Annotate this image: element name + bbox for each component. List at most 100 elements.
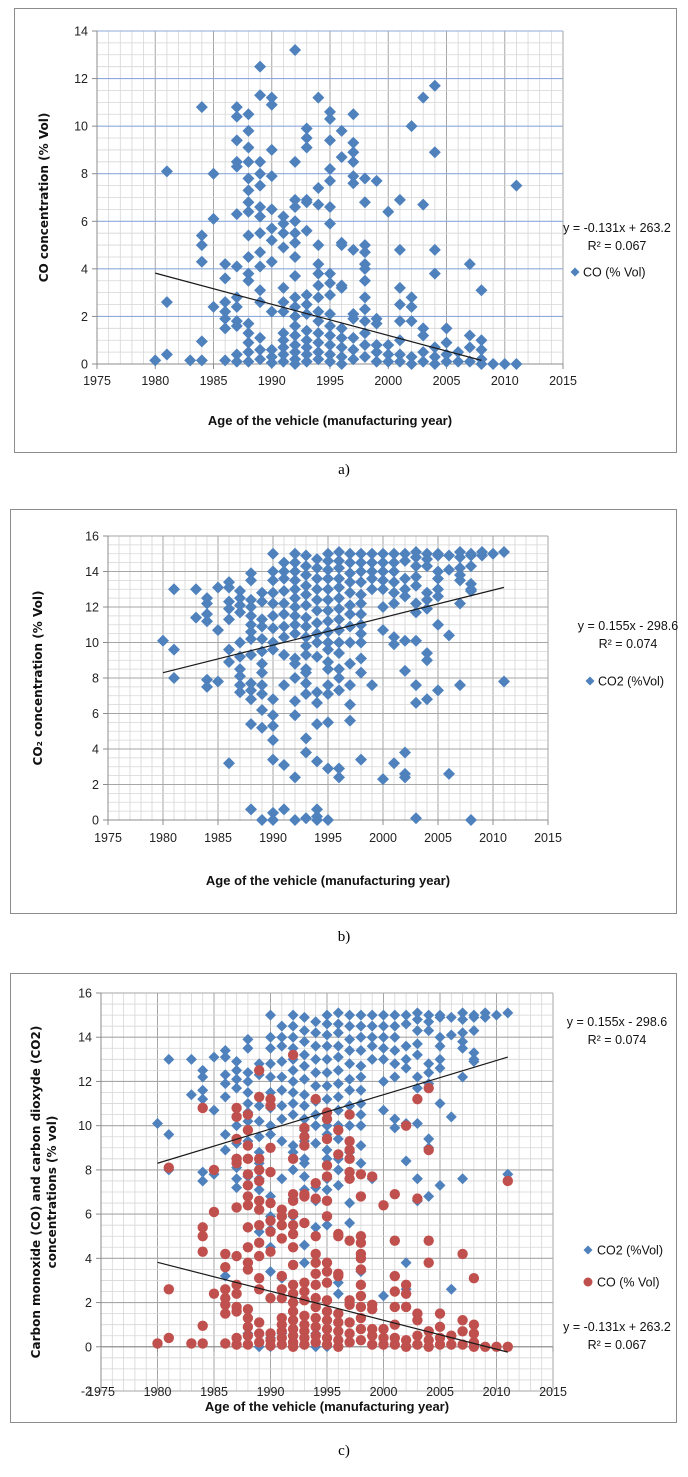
data-point-co bbox=[312, 267, 325, 280]
data-point-co2 bbox=[344, 547, 356, 560]
data-point-co2 bbox=[321, 1009, 333, 1021]
data-point-co2 bbox=[267, 574, 279, 587]
data-point-co2 bbox=[366, 547, 378, 560]
data-point-co2 bbox=[445, 1283, 457, 1295]
data-point-co bbox=[310, 1177, 321, 1189]
data-point-co2 bbox=[333, 545, 345, 558]
data-point-co2 bbox=[321, 1093, 333, 1105]
data-point-co bbox=[344, 1337, 355, 1348]
data-point-co2 bbox=[491, 1009, 502, 1021]
data-point-co2 bbox=[231, 1064, 243, 1076]
data-point-co bbox=[446, 1330, 457, 1341]
data-point-co2 bbox=[310, 1016, 322, 1028]
data-point-co2 bbox=[245, 632, 257, 645]
data-point-co2 bbox=[287, 1031, 299, 1043]
data-point-co2 bbox=[265, 1129, 276, 1141]
data-point-co2 bbox=[298, 1157, 310, 1169]
data-point-co2 bbox=[333, 624, 345, 637]
trendline-co2 bbox=[162, 586, 505, 674]
data-point-co2 bbox=[234, 670, 246, 683]
data-point-co bbox=[405, 358, 418, 370]
data-point-co bbox=[287, 1315, 299, 1326]
data-point-co bbox=[254, 1219, 265, 1231]
data-point-co bbox=[333, 1231, 344, 1242]
data-point-co2 bbox=[421, 586, 433, 599]
data-point-co bbox=[242, 1124, 254, 1136]
legend-marker-co bbox=[583, 1277, 593, 1287]
data-point-co2 bbox=[410, 579, 422, 592]
data-point-co2 bbox=[289, 814, 301, 826]
data-point-co2 bbox=[267, 719, 279, 732]
data-point-co bbox=[344, 1109, 355, 1120]
data-point-co2 bbox=[465, 549, 477, 562]
data-point-co bbox=[254, 1284, 265, 1295]
data-point-co bbox=[417, 355, 430, 368]
chart-b-frame bbox=[10, 509, 677, 914]
data-point-co2 bbox=[267, 597, 279, 610]
data-point-co bbox=[254, 179, 267, 192]
data-point-co2 bbox=[454, 561, 466, 574]
data-point-co bbox=[197, 1246, 208, 1257]
data-point-co2 bbox=[311, 616, 323, 629]
y-tick-label: 8 bbox=[92, 672, 99, 686]
data-point-co bbox=[417, 322, 430, 335]
data-point-co2 bbox=[212, 675, 224, 688]
data-point-co bbox=[434, 1308, 446, 1319]
data-point-co2 bbox=[344, 1197, 356, 1209]
data-point-co2 bbox=[321, 1029, 333, 1041]
data-point-co bbox=[299, 1217, 310, 1229]
data-point-co bbox=[378, 1200, 389, 1211]
legend-label-co: CO (% Vol) bbox=[597, 1276, 660, 1290]
data-point-co2 bbox=[355, 1060, 367, 1072]
data-point-co bbox=[242, 141, 255, 154]
data-point-co bbox=[277, 327, 290, 340]
caption-b: b) bbox=[337, 929, 351, 945]
data-point-co2 bbox=[223, 656, 235, 669]
x-tick-label: 1980 bbox=[149, 831, 177, 845]
data-point-co bbox=[324, 277, 336, 290]
data-point-co2 bbox=[201, 608, 213, 621]
data-point-co2 bbox=[322, 814, 334, 826]
x-axis-title: Age of the vehicle (manufacturing year) bbox=[208, 413, 452, 428]
x-tick-label: 1980 bbox=[141, 374, 169, 388]
data-point-co2 bbox=[289, 556, 301, 569]
data-point-co2 bbox=[322, 663, 334, 676]
data-point-co bbox=[287, 1208, 299, 1220]
data-point-co bbox=[393, 355, 406, 368]
data-point-co bbox=[197, 1231, 208, 1242]
data-point-co bbox=[324, 348, 336, 361]
data-point-co2 bbox=[322, 572, 334, 585]
data-point-co bbox=[277, 341, 290, 354]
data-point-co bbox=[265, 203, 278, 216]
data-point-co bbox=[242, 327, 255, 340]
data-point-co2 bbox=[399, 771, 411, 784]
data-point-co2 bbox=[219, 1144, 231, 1156]
data-point-co2 bbox=[289, 547, 301, 560]
data-point-co bbox=[412, 1339, 423, 1350]
data-point-co2 bbox=[344, 1084, 356, 1096]
x-tick-label: 1990 bbox=[258, 374, 286, 388]
data-point-co2 bbox=[157, 634, 169, 647]
data-point-co2 bbox=[344, 620, 356, 633]
data-point-co2 bbox=[399, 554, 411, 567]
data-point-co bbox=[289, 236, 302, 249]
data-point-co bbox=[405, 120, 418, 133]
data-point-co2 bbox=[487, 547, 499, 560]
data-point-co2 bbox=[267, 814, 279, 826]
data-point-co bbox=[358, 172, 371, 185]
y-axis-title: CO₂ concentration (% Vol) bbox=[31, 591, 45, 766]
data-point-co bbox=[324, 289, 336, 302]
data-point-co bbox=[312, 305, 325, 318]
data-point-co2 bbox=[388, 757, 400, 770]
data-point-co2 bbox=[287, 1164, 299, 1176]
data-point-co bbox=[324, 355, 336, 368]
x-axis-title: Age of the vehicle (manufacturing year) bbox=[206, 873, 450, 888]
data-point-co2 bbox=[421, 647, 433, 660]
trendline-r2-co: R² = 0.067 bbox=[588, 239, 647, 253]
data-point-co bbox=[324, 134, 336, 147]
data-point-co bbox=[289, 269, 302, 282]
data-point-co2 bbox=[333, 613, 345, 626]
data-point-co bbox=[231, 1250, 242, 1262]
data-point-co2 bbox=[278, 597, 290, 610]
data-point-co bbox=[405, 291, 418, 304]
